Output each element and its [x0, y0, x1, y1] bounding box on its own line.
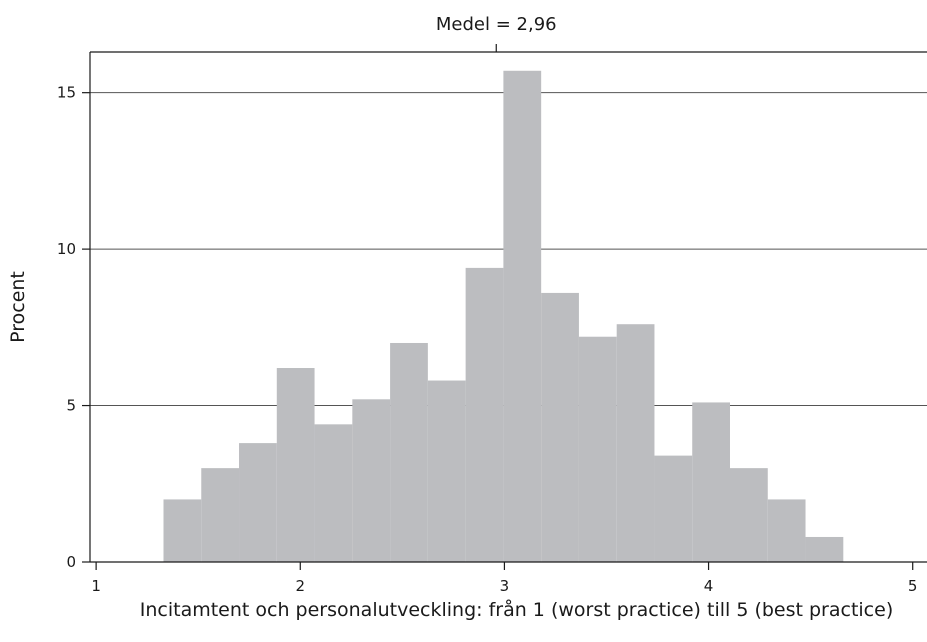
- mean-marker: Medel = 2,96: [436, 14, 557, 52]
- bar-6: [352, 399, 391, 562]
- bar-9: [465, 267, 504, 562]
- bar-12: [578, 336, 617, 562]
- x-tick-label-5: 5: [908, 577, 918, 595]
- bar-4: [276, 368, 315, 562]
- bar-5: [314, 424, 353, 562]
- x-tick-label-3: 3: [500, 577, 510, 595]
- x-tick-label-2: 2: [295, 577, 305, 595]
- y-tick-label-5: 5: [66, 397, 76, 415]
- bar-15: [692, 402, 730, 562]
- y-tick-label-15: 15: [57, 84, 76, 102]
- bar-13: [616, 324, 655, 562]
- bar-16: [729, 468, 768, 562]
- plot-frame: [89, 51, 927, 563]
- bar-1: [163, 499, 202, 562]
- y-axis: 0 5 10 15: [57, 84, 90, 571]
- x-tick-label-1: 1: [91, 577, 101, 595]
- bar-10: [503, 70, 542, 562]
- bar-8: [427, 380, 466, 562]
- bar-11: [541, 292, 579, 562]
- bar-7: [390, 342, 428, 562]
- bar-2: [201, 468, 240, 562]
- mean-label: Medel = 2,96: [436, 14, 557, 35]
- bar-17: [767, 499, 806, 562]
- y-tick-label-0: 0: [66, 553, 76, 571]
- x-axis-label: Incitamtent och personalutveckling: från…: [140, 598, 893, 621]
- bar-3: [239, 443, 277, 562]
- x-tick-label-4: 4: [704, 577, 714, 595]
- y-axis-label: Procent: [7, 271, 29, 343]
- y-tick-label-10: 10: [57, 240, 76, 258]
- bars: [163, 70, 844, 562]
- bar-18: [805, 536, 844, 562]
- bar-14: [654, 455, 693, 562]
- x-axis: 1 2 3 4 5: [91, 562, 917, 595]
